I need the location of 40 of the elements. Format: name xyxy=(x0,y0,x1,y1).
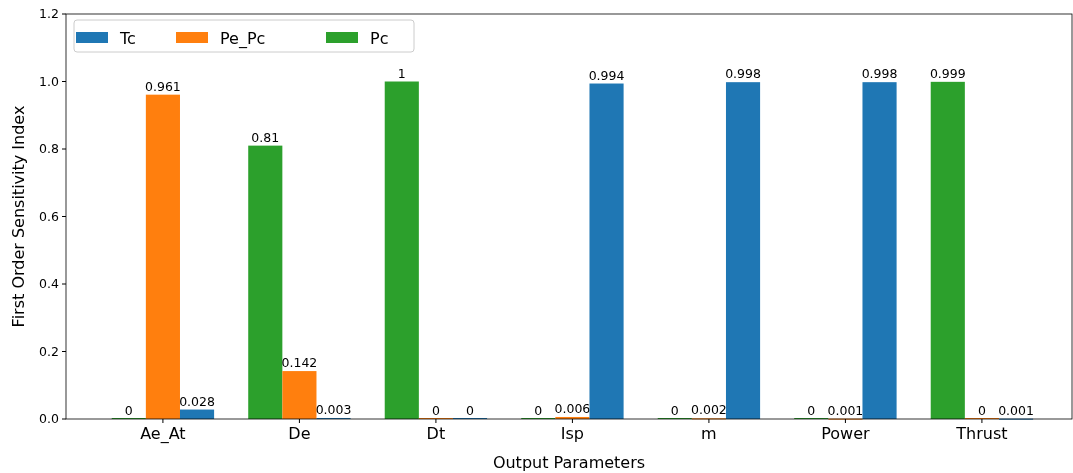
x-tick-label: De xyxy=(288,424,311,443)
data-label: 1 xyxy=(397,65,406,81)
data-label: 0.998 xyxy=(725,66,761,82)
y-tick-label: 0.4 xyxy=(39,276,60,292)
data-label: 0.001 xyxy=(827,402,864,418)
x-axis-title: Output Parameters xyxy=(492,453,646,472)
data-label: 0.142 xyxy=(281,355,318,371)
data-label: 0.002 xyxy=(691,402,727,418)
legend-label: Pe_Pc xyxy=(220,28,266,49)
legend-label: Tc xyxy=(119,28,136,48)
data-label: 0 xyxy=(124,403,133,418)
data-label: 0.003 xyxy=(315,401,352,417)
y-axis-title: First Order Sensitivity Index xyxy=(9,105,28,328)
data-label: 0.998 xyxy=(861,66,898,82)
data-label: 0 xyxy=(977,403,986,418)
y-tick-label: 0.6 xyxy=(39,208,60,224)
data-label: 0.001 xyxy=(998,402,1034,418)
y-tick-label: 0.2 xyxy=(39,343,59,359)
x-tick-label: Power xyxy=(821,424,871,443)
data-label: 0 xyxy=(807,403,816,418)
data-label: 0.999 xyxy=(929,65,966,81)
data-label: 0.006 xyxy=(554,400,591,416)
x-tick-label: Ae_At xyxy=(140,424,186,444)
data-label: 0 xyxy=(670,403,679,418)
y-tick-label: 0.0 xyxy=(39,411,60,427)
data-label: 0.994 xyxy=(588,67,625,83)
x-tick-label: Thrust xyxy=(955,424,1008,443)
data-label: 0.028 xyxy=(179,393,215,409)
x-tick-label: Isp xyxy=(560,424,585,443)
data-label: 0 xyxy=(534,403,543,418)
y-tick-label: 1.0 xyxy=(39,73,60,89)
x-tick-label: m xyxy=(701,424,717,443)
x-tick-label: Dt xyxy=(426,424,446,443)
data-label: 0 xyxy=(466,403,475,418)
legend-label: Pc xyxy=(370,28,389,48)
data-label: 0.81 xyxy=(251,129,280,145)
data-label: 0.961 xyxy=(145,78,181,94)
y-tick-label: 1.2 xyxy=(39,6,59,22)
data-label: 0 xyxy=(431,403,440,418)
y-tick-label: 0.8 xyxy=(39,141,60,157)
